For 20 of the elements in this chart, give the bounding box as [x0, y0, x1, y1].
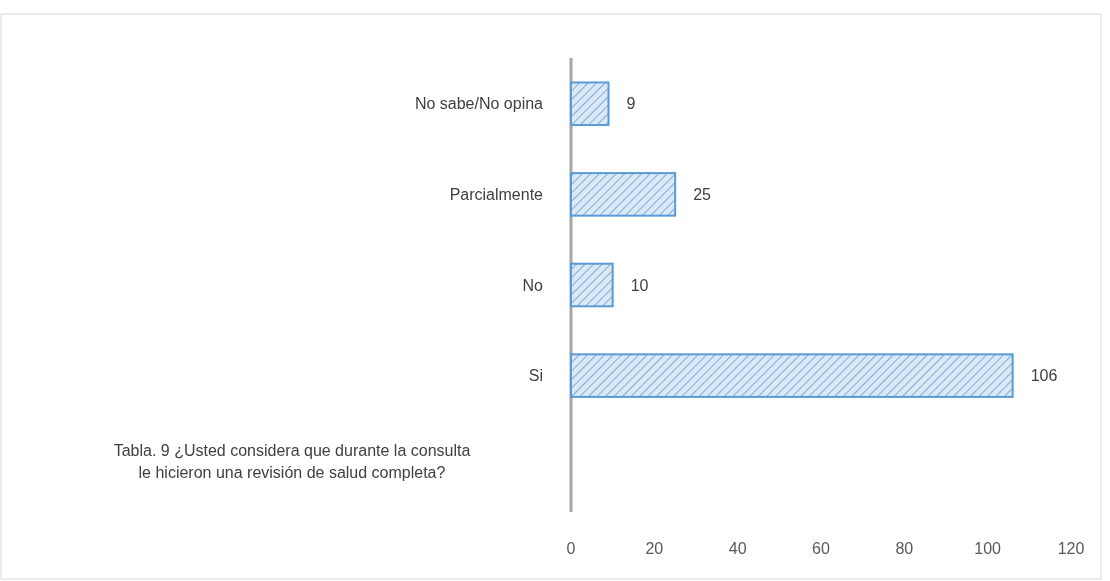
x-tick-label: 40	[728, 539, 747, 557]
bar	[570, 353, 1014, 398]
x-tick-label: 60	[812, 539, 830, 557]
text: Tabla. 9 ¿Usted considera que durante la consulta le hicieron una revisión de salud completa?	[113, 442, 471, 482]
x-tick-label: 0	[566, 539, 576, 557]
y-tick-label: Si	[528, 367, 543, 385]
data-label: 9	[626, 95, 636, 113]
x-tick-label: 20	[645, 539, 664, 557]
y-tick-label: Parcialmente	[449, 185, 544, 203]
y-tick-label: No sabe/No opina	[414, 95, 544, 113]
bar	[570, 81, 610, 127]
x-tick-label: 80	[895, 539, 914, 557]
data-label: 106	[1030, 367, 1058, 385]
bar	[570, 172, 677, 217]
x-tick-label: 100	[974, 539, 1002, 557]
bar	[570, 262, 614, 308]
x-tick-label: 120	[1057, 539, 1085, 557]
data-label: 10	[630, 276, 649, 294]
y-tick-label: No	[522, 276, 544, 294]
data-label: 25	[693, 185, 712, 203]
